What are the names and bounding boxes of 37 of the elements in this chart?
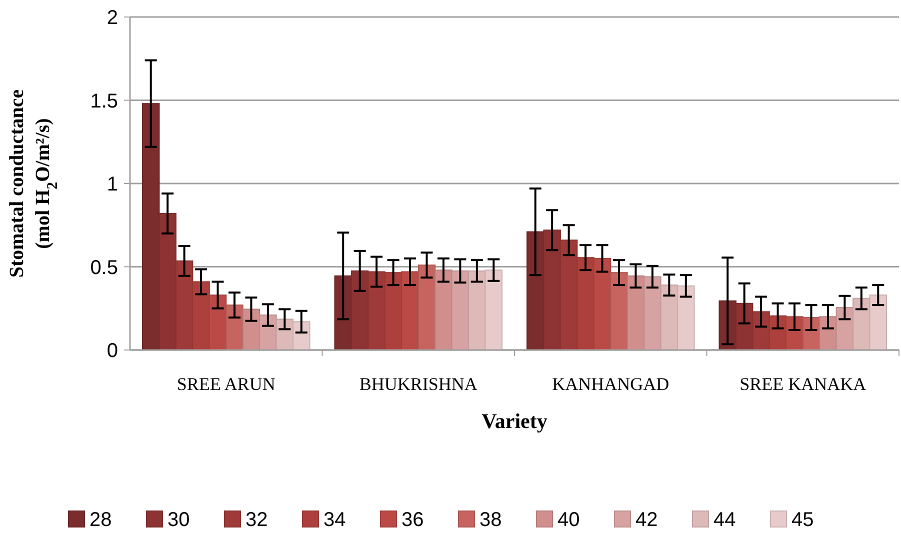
legend-label: 28 xyxy=(90,509,112,532)
y-tick-label: 1.5 xyxy=(90,90,118,112)
x-tick-label: SREE ARUN xyxy=(176,374,276,394)
bar xyxy=(292,321,310,350)
legend-label: 40 xyxy=(558,509,580,532)
bar xyxy=(226,304,244,350)
x-tick-label: BHUKRISHNA xyxy=(359,374,478,394)
legend-label: 30 xyxy=(168,509,190,532)
legend-label: 36 xyxy=(402,509,424,532)
bar xyxy=(418,264,436,350)
bar xyxy=(626,275,645,350)
bar xyxy=(434,270,452,350)
legend-label: 34 xyxy=(324,509,346,532)
bar xyxy=(610,272,628,350)
legend-label: 44 xyxy=(714,509,736,532)
legend-label: 42 xyxy=(636,509,658,532)
bar xyxy=(242,308,260,350)
y-tick-label: 0.5 xyxy=(90,256,118,279)
legend-label: 38 xyxy=(480,509,502,532)
bar xyxy=(819,316,837,350)
bar xyxy=(852,298,870,350)
legend-label: 45 xyxy=(792,509,814,532)
bar xyxy=(660,284,678,350)
bar xyxy=(451,270,470,350)
y-tick-label: 0 xyxy=(106,340,118,362)
bar xyxy=(484,270,503,350)
x-axis-title: Variety xyxy=(482,409,548,433)
x-tick-label: SREE KANAKA xyxy=(740,374,866,394)
bar xyxy=(259,314,277,350)
bar xyxy=(677,285,695,350)
bar xyxy=(644,276,662,350)
bar xyxy=(468,270,486,350)
y-tick-label: 1 xyxy=(106,174,118,196)
legend-label: 32 xyxy=(246,509,268,532)
x-tick-label: KANHANGAD xyxy=(552,374,670,394)
bar xyxy=(869,294,888,350)
y-tick-label: 2 xyxy=(106,7,118,29)
